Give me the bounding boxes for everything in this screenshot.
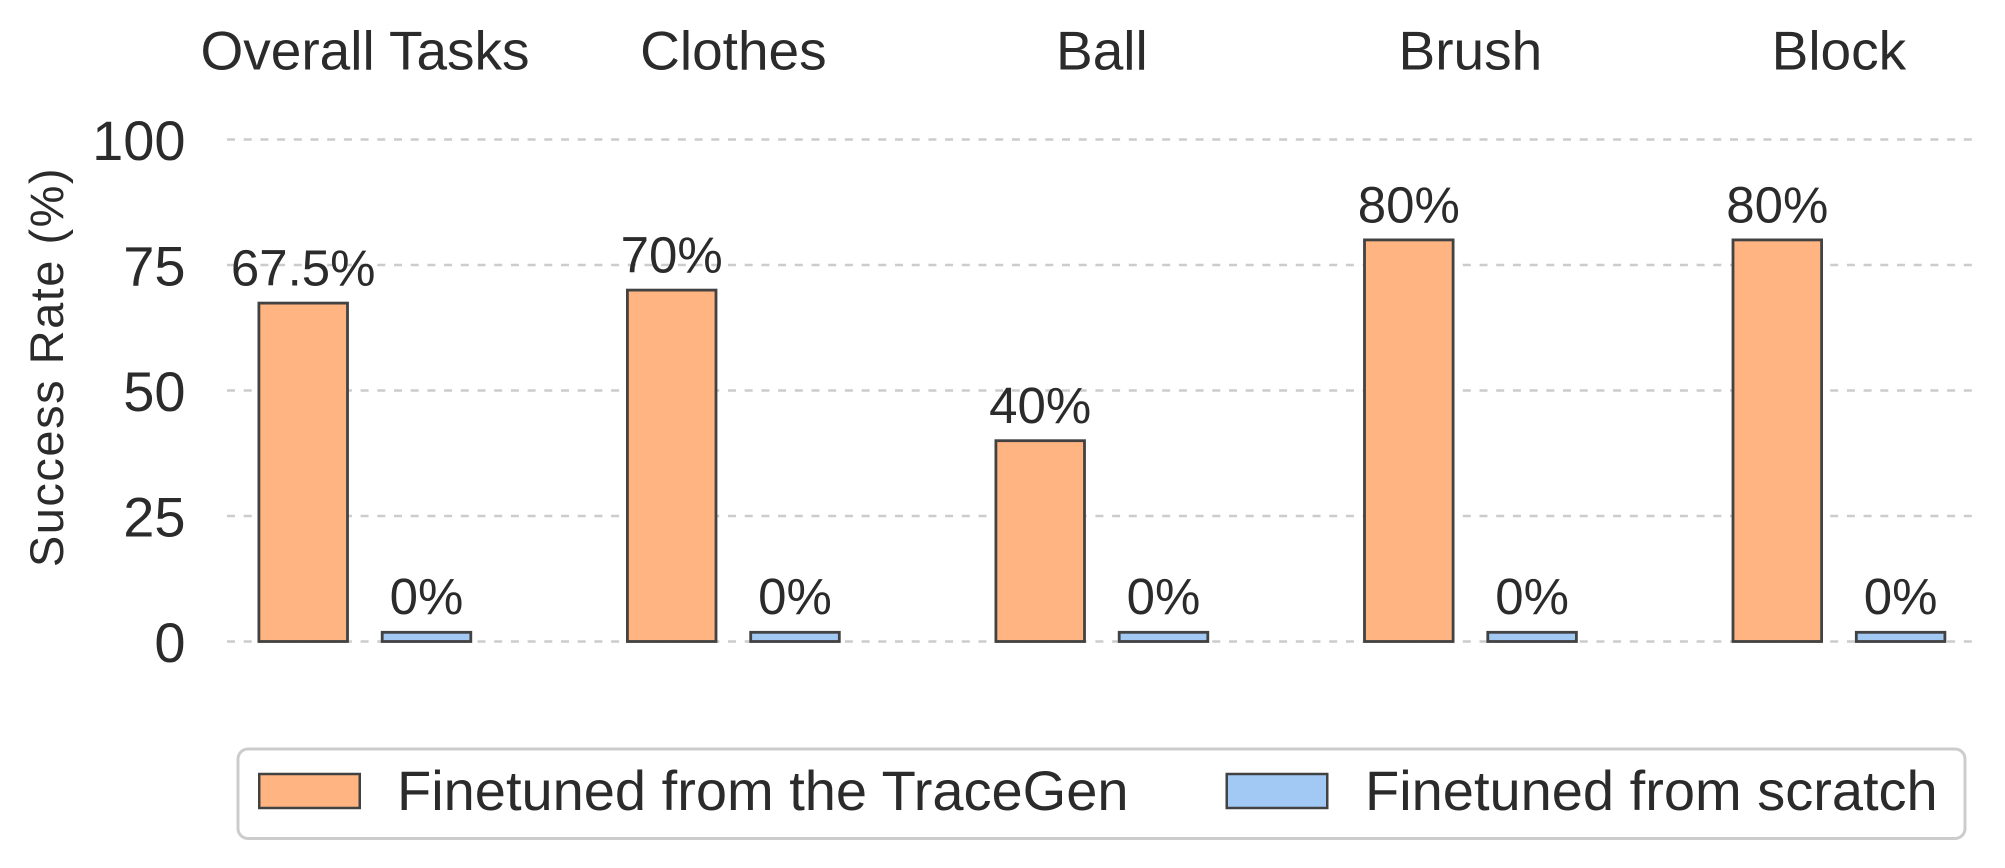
svg-text:0%: 0% [758, 568, 832, 625]
svg-text:Finetuned from the TraceGen: Finetuned from the TraceGen [397, 759, 1129, 822]
svg-text:0%: 0% [1127, 568, 1201, 625]
svg-text:Clothes: Clothes [640, 20, 826, 82]
svg-text:Success Rate (%): Success Rate (%) [20, 167, 73, 567]
svg-text:0%: 0% [1495, 568, 1569, 625]
svg-text:100: 100 [92, 109, 185, 172]
svg-text:0: 0 [154, 611, 185, 674]
svg-text:Block: Block [1772, 20, 1907, 82]
svg-text:0%: 0% [1864, 568, 1938, 625]
svg-text:40%: 40% [989, 377, 1091, 434]
svg-text:0%: 0% [390, 568, 464, 625]
svg-text:70%: 70% [621, 227, 723, 284]
svg-text:Overall Tasks: Overall Tasks [200, 20, 529, 82]
svg-text:75: 75 [123, 235, 185, 298]
svg-text:67.5%: 67.5% [231, 240, 376, 297]
svg-text:50: 50 [123, 360, 185, 423]
svg-text:80%: 80% [1726, 176, 1828, 233]
svg-text:Ball: Ball [1056, 20, 1148, 82]
svg-text:Finetuned from scratch: Finetuned from scratch [1365, 759, 1938, 822]
svg-text:25: 25 [123, 486, 185, 549]
svg-text:80%: 80% [1358, 176, 1460, 233]
svg-text:Brush: Brush [1399, 20, 1543, 82]
